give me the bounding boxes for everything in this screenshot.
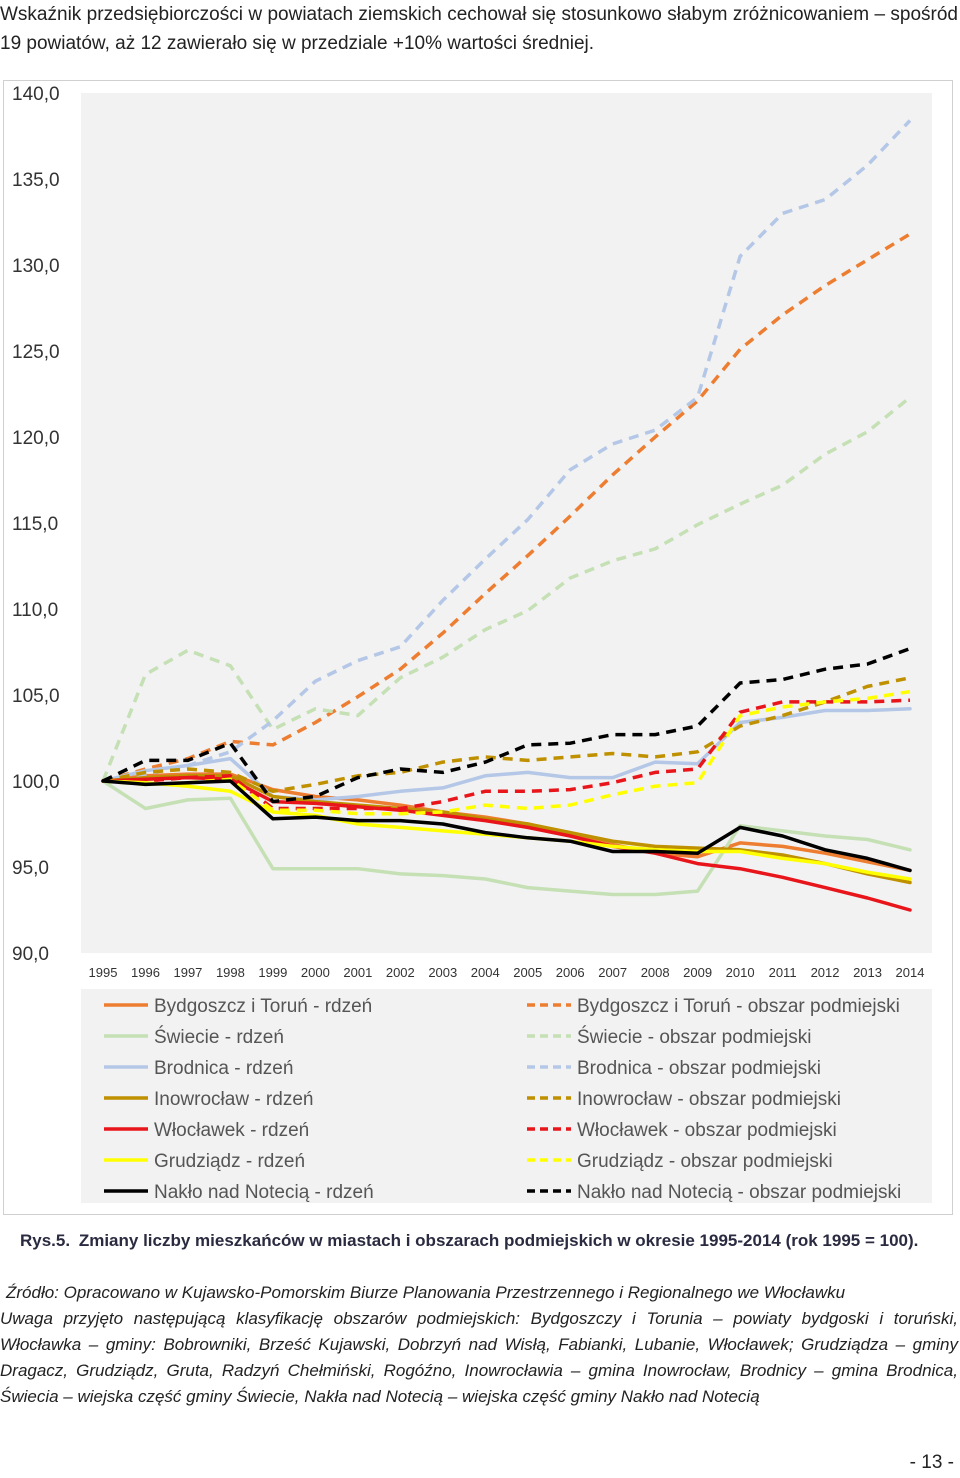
series-line	[102, 646, 911, 804]
series-line	[103, 698, 911, 811]
x-tick-label: 1996	[131, 965, 160, 980]
intro-paragraph: Wskaźnik przedsiębiorczości w powiatach …	[0, 4, 958, 54]
legend-label: Grudziądz - rdzeń	[154, 1151, 305, 1172]
x-tick-label: 1997	[173, 965, 202, 980]
classification-note: Uwaga przyjęto następującą klasyfikację …	[0, 1309, 958, 1406]
x-tick-label: 2002	[386, 965, 415, 980]
legend-label: Świecie - obszar podmiejski	[577, 1026, 811, 1048]
legend-label: Świecie - rdzeń	[154, 1026, 284, 1048]
y-tick-label: 110,0	[12, 600, 58, 621]
source-note: Źródło: Opracowano w Kujawsko-Pomorskim …	[0, 1280, 958, 1410]
x-tick-label: 2000	[301, 965, 330, 980]
y-tick-label: 135,0	[12, 170, 60, 191]
x-tick-label: 1998	[216, 965, 245, 980]
x-tick-label: 2013	[853, 965, 882, 980]
y-tick-label: 120,0	[12, 428, 60, 449]
legend-label: Brodnica - rdzeń	[154, 1058, 293, 1079]
x-tick-label: 2011	[769, 965, 797, 980]
series-line	[101, 779, 912, 873]
population-change-chart: 90,0 95,0 100,0 105,0 110,0 115,0 120,0 125,0 13…	[12, 84, 932, 1203]
y-tick-label: 105,0	[12, 686, 60, 707]
legend-label: Inowrocław - rdzeń	[154, 1089, 313, 1110]
x-tick-label: 2010	[726, 965, 755, 980]
legend-label: Włocławek - obszar podmiejski	[577, 1120, 837, 1141]
figure-number: Rys.5.	[20, 1231, 71, 1250]
y-tick-label: 90,0	[12, 944, 49, 965]
y-tick-label: 95,0	[12, 858, 49, 879]
x-tick-label: 2009	[683, 965, 712, 980]
plot-area	[81, 93, 932, 953]
x-tick-label: 2001	[343, 965, 372, 980]
x-tick-label: 2007	[598, 965, 627, 980]
series-line	[101, 396, 912, 782]
figure-caption: Rys.5. Zmiany liczby mieszkańców w miast…	[20, 1228, 940, 1254]
x-tick-label: 2006	[556, 965, 585, 980]
y-tick-label: 130,0	[12, 256, 60, 277]
legend-label: Inowrocław - obszar podmiejski	[577, 1089, 841, 1110]
x-tick-label: 2012	[811, 965, 840, 980]
x-tick-label: 2005	[513, 965, 542, 980]
x-tick-label: 2008	[641, 965, 670, 980]
legend-label: Brodnica - obszar podmiejski	[577, 1058, 821, 1079]
legend-label: Bydgoszcz i Toruń - rdzeń	[154, 996, 372, 1017]
legend-label: Grudziądz - obszar podmiejski	[577, 1151, 833, 1172]
x-tick-label: 1995	[89, 965, 118, 980]
x-tick-label: 2003	[428, 965, 457, 980]
figure-title: Zmiany liczby mieszkańców w miastach i o…	[78, 1231, 919, 1250]
series-line	[102, 676, 911, 794]
x-tick-label: 1999	[258, 965, 287, 980]
legend-label: Bydgoszcz i Toruń - obszar podmiejski	[577, 996, 900, 1017]
legend-label: Nakło nad Notecią - rdzeń	[154, 1182, 374, 1203]
legend-label: Włocławek - rdzeń	[154, 1120, 309, 1141]
x-tick-label: 2004	[471, 965, 500, 980]
series-line	[102, 232, 911, 783]
series-line	[102, 119, 912, 783]
y-tick-label: 115,0	[12, 514, 58, 535]
series-line	[101, 774, 912, 885]
legend	[81, 989, 932, 1203]
x-tick-label: 2014	[896, 965, 925, 980]
series-line	[102, 689, 911, 816]
chart-frame: 90,0 95,0 100,0 105,0 110,0 115,0 120,0 125,0 13…	[3, 80, 953, 1215]
y-tick-label: 140,0	[12, 84, 60, 105]
page-number: - 13 -	[909, 1452, 954, 1473]
legend-label: Nakło nad Notecią - obszar podmiejski	[577, 1182, 901, 1203]
source-line: Źródło: Opracowano w Kujawsko-Pomorskim …	[6, 1283, 846, 1302]
y-tick-label: 125,0	[12, 342, 60, 363]
y-tick-label: 100,0	[12, 772, 60, 793]
series-line	[101, 779, 912, 897]
